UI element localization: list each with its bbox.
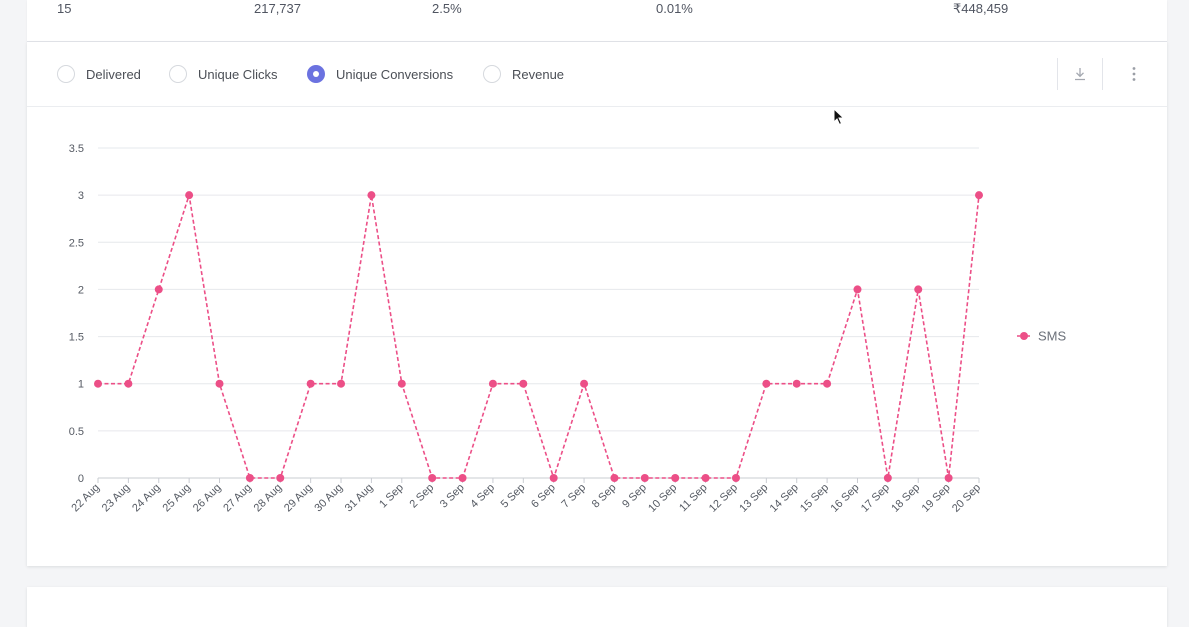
x-tick-label: 19 Sep bbox=[920, 482, 953, 515]
x-tick-label: 9 Sep bbox=[620, 482, 649, 511]
data-point bbox=[731, 474, 740, 482]
y-tick-label: 0.5 bbox=[69, 426, 84, 438]
data-point bbox=[276, 474, 285, 482]
x-tick-label: 14 Sep bbox=[768, 482, 801, 515]
data-point bbox=[215, 379, 224, 388]
x-tick-label: 17 Sep bbox=[859, 482, 892, 515]
legend-marker bbox=[1020, 332, 1028, 340]
data-point bbox=[792, 379, 801, 388]
data-point bbox=[853, 285, 862, 294]
data-point bbox=[671, 474, 680, 482]
data-point bbox=[640, 474, 649, 482]
x-tick-label: 10 Sep bbox=[646, 482, 679, 515]
radio-label: Delivered bbox=[86, 66, 141, 82]
data-point bbox=[883, 474, 892, 482]
x-tick-label: 16 Sep bbox=[828, 482, 861, 515]
radio-label: Unique Conversions bbox=[336, 66, 454, 82]
summary-value: 217,737 bbox=[254, 1, 301, 16]
x-tick-label: 26 Aug bbox=[191, 482, 224, 515]
x-tick-label: 3 Sep bbox=[438, 482, 467, 511]
data-point bbox=[428, 474, 437, 482]
more-vertical-icon[interactable] bbox=[1124, 64, 1144, 84]
data-point bbox=[580, 379, 589, 388]
radio-circle[interactable] bbox=[57, 65, 75, 83]
data-point bbox=[488, 379, 497, 388]
data-point bbox=[610, 474, 619, 482]
x-tick-label: 25 Aug bbox=[161, 482, 194, 515]
x-tick-label: 15 Sep bbox=[798, 482, 831, 515]
metric-toolbar: Delivered Unique Clicks Unique Conversio… bbox=[27, 42, 1167, 107]
y-tick-label: 2.5 bbox=[69, 237, 84, 249]
summary-value: 0.01% bbox=[656, 1, 693, 16]
data-point bbox=[245, 474, 254, 482]
radio-unique-conversions[interactable]: Unique Conversions bbox=[307, 64, 453, 84]
data-point bbox=[975, 191, 983, 200]
radio-circle[interactable] bbox=[169, 65, 187, 83]
mouse-cursor-icon bbox=[833, 108, 845, 126]
data-point bbox=[124, 379, 133, 388]
x-tick-label: 1 Sep bbox=[377, 482, 406, 511]
y-tick-label: 1 bbox=[78, 379, 84, 391]
radio-circle[interactable] bbox=[483, 65, 501, 83]
radio-label: Revenue bbox=[512, 66, 565, 82]
data-point bbox=[94, 379, 102, 388]
x-tick-label: 30 Aug bbox=[312, 482, 345, 515]
x-tick-label: 29 Aug bbox=[282, 482, 315, 515]
y-tick-label: 3 bbox=[78, 190, 84, 202]
radio-label: Unique Clicks bbox=[198, 66, 278, 82]
data-point bbox=[914, 285, 923, 294]
x-tick-label: 11 Sep bbox=[677, 482, 710, 515]
data-point bbox=[458, 474, 467, 482]
x-tick-label: 6 Sep bbox=[529, 482, 558, 511]
x-tick-label: 18 Sep bbox=[889, 482, 922, 515]
data-point bbox=[185, 191, 194, 200]
series-line bbox=[98, 194, 980, 481]
radio-revenue[interactable]: Revenue bbox=[483, 64, 564, 84]
data-point bbox=[519, 379, 528, 388]
x-tick-label: 31 Aug bbox=[343, 482, 376, 515]
data-point bbox=[367, 191, 376, 200]
data-point bbox=[823, 379, 832, 388]
data-point bbox=[549, 474, 558, 482]
summary-card: 15 217,737 2.5% 0.01% ₹448,459 bbox=[27, 0, 1167, 42]
x-tick-label: 22 Aug bbox=[69, 482, 102, 515]
toolbar-divider bbox=[1057, 58, 1058, 90]
radio-unique-clicks[interactable]: Unique Clicks bbox=[169, 64, 277, 84]
legend-label: SMS bbox=[1038, 329, 1067, 344]
x-tick-label: 20 Sep bbox=[950, 482, 983, 515]
toolbar-divider bbox=[1102, 58, 1103, 90]
x-tick-label: 2 Sep bbox=[407, 482, 436, 511]
summary-value: 15 bbox=[57, 1, 72, 16]
data-point bbox=[337, 379, 346, 388]
radio-delivered[interactable]: Delivered bbox=[57, 64, 141, 84]
download-icon[interactable] bbox=[1070, 64, 1090, 84]
y-tick-label: 0 bbox=[78, 473, 84, 485]
summary-value: 2.5% bbox=[432, 1, 462, 16]
x-tick-label: 5 Sep bbox=[499, 482, 528, 511]
data-point bbox=[154, 285, 163, 294]
x-tick-label: 12 Sep bbox=[707, 482, 740, 515]
x-tick-label: 23 Aug bbox=[100, 482, 133, 515]
y-tick-label: 2 bbox=[78, 284, 84, 296]
x-tick-label: 8 Sep bbox=[590, 482, 619, 511]
data-point bbox=[306, 379, 315, 388]
data-point bbox=[762, 379, 771, 388]
y-tick-label: 3.5 bbox=[69, 143, 84, 155]
data-point bbox=[701, 474, 710, 482]
x-tick-label: 28 Aug bbox=[252, 482, 285, 515]
radio-circle[interactable] bbox=[307, 65, 325, 83]
data-point bbox=[397, 379, 406, 388]
data-point bbox=[944, 474, 953, 482]
x-tick-label: 7 Sep bbox=[559, 482, 588, 511]
x-tick-label: 27 Aug bbox=[221, 482, 254, 515]
summary-value: ₹448,459 bbox=[953, 1, 1009, 16]
x-tick-label: 13 Sep bbox=[737, 482, 770, 515]
x-tick-label: 24 Aug bbox=[130, 482, 163, 515]
y-tick-label: 1.5 bbox=[69, 332, 84, 344]
chart-card: Delivered Unique Clicks Unique Conversio… bbox=[27, 42, 1167, 566]
x-tick-label: 4 Sep bbox=[468, 482, 497, 511]
